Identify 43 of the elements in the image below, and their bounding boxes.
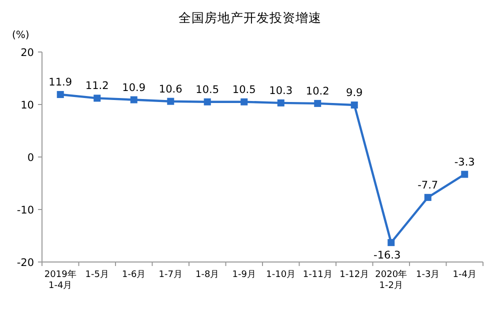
y-tick-label: -20	[16, 257, 34, 269]
point	[314, 100, 322, 107]
x-tick-label: 1-3月	[416, 270, 440, 280]
point	[56, 91, 64, 98]
data-label: 10.9	[122, 82, 146, 94]
x-tick-label: 1-7月	[158, 270, 182, 280]
point	[167, 98, 174, 105]
data-label: 10.2	[306, 85, 330, 98]
x-tick-label: 1-10月	[266, 270, 296, 280]
data-label: 11.2	[85, 80, 109, 92]
x-tick-label: 2019年 1-4月	[44, 269, 76, 291]
y-tick-label: 0	[27, 152, 34, 164]
point	[240, 98, 248, 106]
data-label: -16.3	[374, 250, 401, 262]
y-tick-label: 20	[20, 47, 34, 59]
x-tick-label: 1-8月	[196, 270, 220, 280]
point	[277, 99, 284, 106]
data-label: 10.3	[269, 84, 293, 97]
y-tick-label: 10	[20, 100, 34, 112]
data-label: 10.6	[158, 83, 183, 96]
data-label: 10.5	[196, 84, 220, 96]
data-label: 11.9	[48, 76, 72, 89]
point	[130, 96, 138, 104]
data-label: 9.9	[346, 87, 363, 100]
x-tick-label: 1-5月	[85, 270, 109, 280]
point	[94, 94, 101, 102]
y-axis-title: (%)	[12, 30, 30, 41]
point	[204, 98, 211, 106]
x-tick-label: 1-4月	[452, 270, 476, 280]
point	[461, 170, 468, 178]
y-tick-label: -10	[16, 204, 34, 216]
point	[424, 194, 432, 201]
x-tick-label: 1-9月	[232, 270, 256, 280]
point	[350, 102, 358, 109]
x-tick-label: 1-6月	[122, 270, 146, 280]
point	[388, 239, 395, 246]
data-label: -3.3	[454, 156, 475, 168]
chart-title: 全国房地产开发投资增速	[178, 10, 322, 25]
data-label: -7.7	[418, 179, 438, 192]
x-tick-label: 1-12月	[340, 270, 370, 280]
x-tick-label: 1-11月	[302, 270, 332, 280]
data-label: 10.5	[232, 84, 256, 96]
x-tick-label: 2020年 1-2月	[375, 269, 408, 291]
